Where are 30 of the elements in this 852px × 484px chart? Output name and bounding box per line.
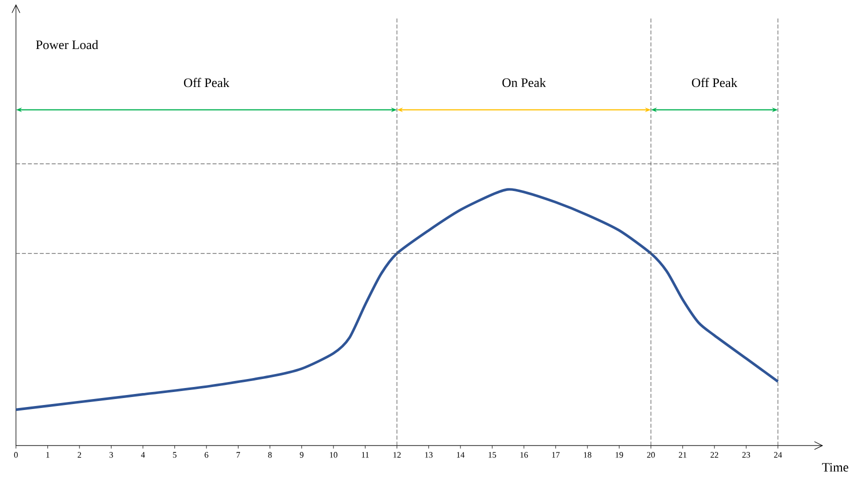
- x-tick-label: 1: [46, 452, 50, 458]
- x-tick-label: 2: [78, 452, 82, 458]
- x-tick-label: 18: [584, 452, 592, 458]
- x-tick-label: 21: [678, 452, 686, 458]
- x-tick-label: 15: [488, 452, 496, 458]
- text: On Peak: [502, 78, 546, 87]
- x-tick-label: 14: [456, 452, 465, 458]
- x-tick-label: 16: [520, 452, 528, 458]
- x-tick-label: 7: [236, 452, 240, 458]
- x-tick-label: 19: [616, 452, 624, 458]
- x-tick-label: 9: [300, 452, 304, 458]
- x-tick-label: 6: [204, 452, 208, 458]
- x-tick-label: 24: [774, 452, 782, 458]
- text: Power Load: [36, 40, 98, 49]
- x-tick-label: 8: [268, 452, 272, 458]
- x-tick-label: 4: [141, 452, 145, 458]
- x-tick-label: 0: [14, 452, 18, 458]
- x-tick-label: 11: [362, 452, 369, 458]
- x-tick-label: 3: [109, 452, 113, 458]
- x-tick-label: 13: [425, 452, 433, 458]
- text: Off Peak: [184, 78, 230, 87]
- x-tick-label: 23: [742, 452, 750, 458]
- x-tick-label: 22: [710, 452, 718, 458]
- text: Off Peak: [692, 78, 738, 87]
- x-tick-label: 20: [647, 452, 655, 458]
- x-tick-label: 10: [330, 452, 338, 458]
- x-axis-title: Time: [822, 462, 848, 472]
- x-tick-label: 17: [552, 452, 560, 458]
- x-tick-label: 12: [393, 452, 401, 458]
- x-tick-label: 5: [173, 452, 176, 458]
